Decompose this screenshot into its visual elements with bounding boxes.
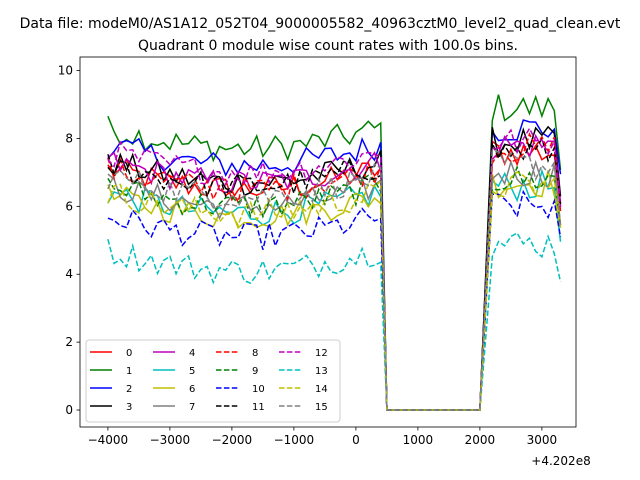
series-line-12 [107,126,562,411]
legend-label-2: 2 [126,384,132,395]
series-line-9 [107,164,562,411]
legend-label-11: 11 [252,402,265,413]
y-tick-label: 10 [58,64,73,78]
figure-suptitle: Data file: modeM0/AS1A12_052T04_90000055… [20,16,621,32]
series-line-2 [107,119,562,411]
y-tick-label: 8 [65,131,73,145]
legend-label-14: 14 [315,384,328,395]
series-line-7 [107,159,562,411]
x-tick-label: −2000 [212,433,253,447]
legend-label-0: 0 [126,348,132,359]
x-tick-label: −3000 [150,433,191,447]
series-line-13 [107,231,562,411]
legend-label-13: 13 [315,366,328,377]
y-tick-label: 2 [65,335,73,349]
series-line-15 [107,150,562,411]
y-tick-label: 6 [65,199,73,213]
legend-label-6: 6 [189,384,195,395]
x-tick-label: 1000 [403,433,434,447]
y-tick-label: 4 [65,267,73,281]
legend-box [85,339,341,423]
legend-label-15: 15 [315,402,328,413]
legend-label-10: 10 [252,384,265,395]
series-line-6 [107,170,562,411]
legend-label-7: 7 [189,402,195,413]
y-tick-label: 0 [65,403,73,417]
legend-label-4: 4 [189,348,195,359]
legend-label-12: 12 [315,348,328,359]
legend-label-8: 8 [252,348,258,359]
series-line-14 [107,171,562,411]
x-tick-label: −1000 [274,433,315,447]
series-line-5 [107,168,562,411]
x-tick-label: 0 [352,433,360,447]
legend-label-9: 9 [252,366,258,377]
legend-label-1: 1 [126,366,132,377]
series-line-11 [107,136,562,411]
x-tick-label: 3000 [527,433,558,447]
series-line-8 [107,132,562,411]
x-tick-label: 2000 [465,433,496,447]
x-offset-label: +4.202e8 [531,454,590,468]
legend-label-5: 5 [189,366,195,377]
series-line-1 [107,94,562,411]
x-tick-label: −4000 [88,433,129,447]
legend-label-3: 3 [126,402,132,413]
chart-title: Quadrant 0 module wise count rates with … [138,38,518,54]
axes-frame [79,56,577,428]
